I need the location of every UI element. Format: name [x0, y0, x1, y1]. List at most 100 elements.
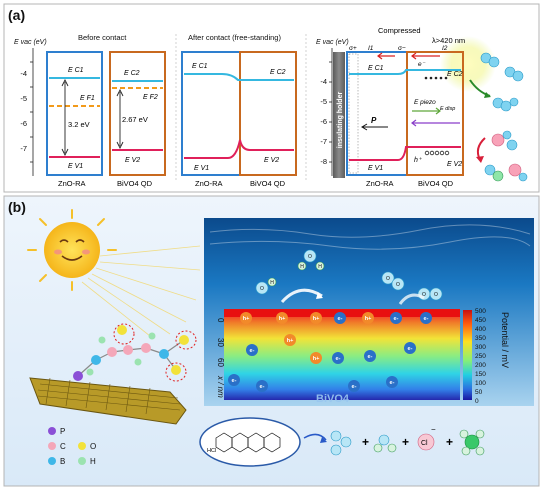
- electron-label: e⁻: [418, 61, 426, 68]
- bivo4-box-compressed: [406, 51, 464, 176]
- svg-text:50: 50: [475, 389, 483, 396]
- svg-text:e-: e-: [352, 384, 357, 390]
- svg-text:H: H: [318, 264, 322, 270]
- panel-a-frame: [3, 3, 540, 193]
- svg-text:O: O: [422, 292, 426, 298]
- svg-text:e-: e-: [338, 316, 343, 322]
- svg-text:500: 500: [475, 308, 486, 315]
- current-i2: I2: [442, 45, 448, 52]
- svg-text:h+: h+: [313, 356, 320, 362]
- svg-text:h+: h+: [365, 316, 372, 322]
- adsorbed-molecule: [73, 323, 197, 382]
- tick-1-5: -5: [20, 94, 27, 103]
- sun: [27, 209, 201, 337]
- svg-text:e-: e-: [336, 356, 341, 362]
- y-axis-label-3: E vac (eV): [316, 39, 349, 46]
- label-ef2-before: E F2: [143, 94, 158, 101]
- label-zno-after: ZnO-RA: [195, 179, 223, 188]
- legend-h: H: [90, 457, 96, 466]
- svg-text:e-: e-: [424, 316, 429, 322]
- colorbar-title: Potential / mV: [500, 312, 510, 368]
- label-ev1-after: E V1: [194, 165, 209, 172]
- label-ev1-compressed: E V1: [368, 165, 383, 172]
- label-zno-before: ZnO-RA: [58, 179, 86, 188]
- label-ec1-before: E C1: [68, 67, 84, 74]
- legend-c: C: [60, 442, 66, 451]
- holder-label: insulating holder: [337, 92, 344, 149]
- legend-p: P: [60, 427, 65, 436]
- tick-3-8: -8: [320, 157, 327, 166]
- svg-text:e-: e-: [260, 384, 265, 390]
- tick-3-5: -5: [320, 97, 327, 106]
- svg-text:300: 300: [475, 344, 486, 351]
- atom-legend: P C O B H: [48, 427, 96, 466]
- svg-text:h+: h+: [243, 316, 250, 322]
- colorbar-ticks: 500 450 400 350 300 250 200 150 100 50 0: [475, 308, 486, 405]
- y-axis-label-1: E vac (eV): [14, 39, 47, 46]
- label-zno-compressed: ZnO-RA: [366, 179, 394, 188]
- label-ec1-compressed: E C1: [368, 65, 384, 72]
- svg-text:100: 100: [475, 380, 486, 387]
- bivo4-label: BiVO4: [316, 393, 350, 405]
- bivo4-box-before: [109, 51, 166, 176]
- legend-b: B: [60, 457, 65, 466]
- depth-tick-60: 60: [216, 358, 225, 367]
- plus-3: +: [446, 435, 453, 449]
- water-molecules: O H H O H O O O O: [255, 249, 443, 301]
- svg-text:200: 200: [475, 362, 486, 369]
- svg-text:0: 0: [475, 398, 479, 405]
- label-ec1-after: E C1: [192, 63, 208, 70]
- tick-1-6: -6: [20, 119, 27, 128]
- compressed-diagram: Compressed λ>420 nm E vac (eV) -4 -5 -6 …: [316, 26, 528, 188]
- label-ev2-after: E V2: [264, 157, 279, 164]
- compressed-title: Compressed: [378, 26, 421, 35]
- svg-text:450: 450: [475, 317, 486, 324]
- tick-1-7: -7: [20, 144, 27, 153]
- label-bivo4-after: BiVO4 QD: [250, 179, 286, 188]
- legend-o: O: [90, 442, 96, 451]
- plus-2: +: [402, 435, 409, 449]
- after-contact-diagram: After contact (free-standing) E C1 E C2 …: [181, 33, 297, 188]
- label-ev2-before: E V2: [125, 157, 140, 164]
- svg-text:e-: e-: [394, 316, 399, 322]
- svg-text:h+: h+: [313, 316, 320, 322]
- svg-text:400: 400: [475, 326, 486, 333]
- panel-a-label: (a): [8, 7, 25, 23]
- svg-text:150: 150: [475, 371, 486, 378]
- tick-3-7: -7: [320, 137, 327, 146]
- svg-text:O: O: [386, 276, 390, 282]
- gap-zno: 3.2 eV: [68, 120, 90, 129]
- holes: h+ h+ h+ h+ h+ h+: [240, 312, 374, 364]
- depth-axis: 0 30 60 x / nm: [216, 318, 225, 398]
- label-ef1-before: E F1: [80, 95, 95, 102]
- o2-molecules: [480, 52, 524, 82]
- after-title: After contact (free-standing): [188, 33, 281, 42]
- svg-text:H: H: [270, 280, 274, 286]
- insulating-holder: [333, 52, 345, 178]
- zno-box-before: [46, 51, 103, 176]
- svg-text:O: O: [396, 282, 400, 288]
- oh-radicals: [484, 130, 528, 182]
- label-ev1-before: E V1: [68, 163, 83, 170]
- svg-text:e-: e-: [408, 346, 413, 352]
- svg-text:e-: e-: [250, 348, 255, 354]
- current-i1: I1: [368, 45, 374, 52]
- label-ec2-compressed: E C2: [447, 71, 463, 78]
- plus-1: +: [362, 435, 369, 449]
- before-title: Before contact: [78, 33, 127, 42]
- sigma-plus: σ+: [349, 45, 357, 52]
- svg-text:O: O: [308, 254, 312, 260]
- label-bivo4-before: BiVO4 QD: [117, 179, 153, 188]
- polarization-p: P: [371, 116, 377, 125]
- cl-symbol: Cl: [421, 440, 428, 447]
- panel-b-label: (b): [8, 199, 26, 215]
- svg-text:e-: e-: [390, 380, 395, 386]
- svg-text:250: 250: [475, 353, 486, 360]
- svg-text:h+: h+: [287, 338, 294, 344]
- tick-3-6: -6: [320, 117, 327, 126]
- gap-bivo4: 2.67 eV: [122, 115, 148, 124]
- label-ec2-after: E C2: [270, 69, 286, 76]
- label-bivo4-compressed: BiVO4 QD: [418, 179, 454, 188]
- svg-text:O: O: [260, 286, 264, 292]
